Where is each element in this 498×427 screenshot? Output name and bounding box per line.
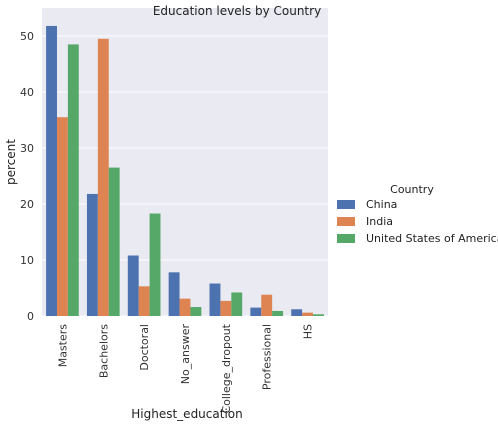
x-tick-label: Doctoral [138,324,151,371]
legend-swatch [337,217,355,226]
bar-india-doctoral [138,286,150,316]
bar-china-no_answer [168,272,180,316]
bar-china-college_dropout [209,283,221,316]
x-tick-label: Professional [261,324,274,390]
legend-title: Country [390,183,434,196]
y-tick-label: 20 [20,198,34,211]
x-tick-label: No_answer [179,324,192,385]
bar-united-states-of-america-professional [272,310,284,316]
bar-india-professional [261,294,273,316]
bar-china-hs [291,309,303,316]
y-tick-label: 40 [20,86,34,99]
x-tick-label: HS [302,324,315,339]
bar-india-college_dropout [220,300,232,316]
legend-entry: India [366,215,393,228]
y-tick-labels: 0 10 20 30 40 50 [20,30,34,323]
y-tick-label: 50 [20,30,34,43]
bar-india-bachelors [97,38,109,317]
bar-china-doctoral [127,255,139,316]
bar-india-masters [56,117,68,316]
y-tick-label: 10 [20,254,34,267]
x-tick-label: Masters [56,324,69,368]
y-tick-label: 30 [20,142,34,155]
legend: Country China India United States of Ameri… [337,183,498,245]
plot-background [42,8,328,316]
bars [46,25,324,317]
legend-entry: United States of America [366,232,498,245]
bar-china-masters [46,25,57,316]
x-tick-label: College_dropout [220,323,233,413]
bar-united-states-of-america-college_dropout [231,292,243,316]
bar-china-bachelors [86,193,98,316]
bar-india-hs [302,312,314,316]
y-axis-label: percent [4,139,18,185]
bar-united-states-of-america-bachelors [108,167,120,316]
bar-united-states-of-america-masters [67,44,79,317]
bar-united-states-of-america-doctoral [149,213,161,316]
legend-swatch [337,200,355,209]
x-axis-label: Highest_education [131,407,242,421]
legend-swatch [337,234,355,243]
bar-china-professional [250,307,262,316]
bar-united-states-of-america-no_answer [190,307,202,316]
bar-united-states-of-america-hs [313,314,324,316]
x-tick-label: Bachelors [97,324,110,378]
chart-title: Education levels by Country [153,4,321,18]
y-tick-label: 0 [27,310,34,323]
bar-india-no_answer [179,298,191,316]
x-tick-labels: Masters Bachelors Doctoral No_answer College… [56,323,314,413]
legend-entry: China [366,198,397,211]
